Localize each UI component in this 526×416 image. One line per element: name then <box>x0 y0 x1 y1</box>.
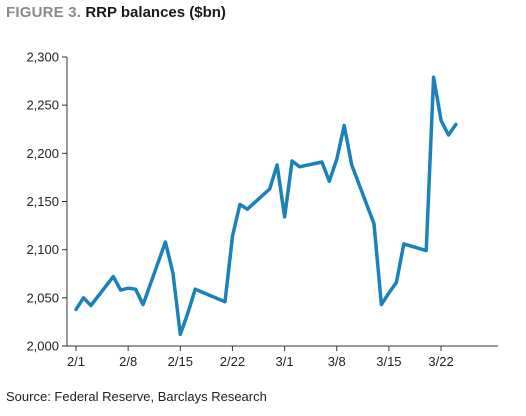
y-tick-label: 2,200 <box>26 146 59 161</box>
y-tick-label: 2,300 <box>26 50 59 65</box>
x-tick-label: 2/1 <box>67 354 85 369</box>
x-tick-label: 3/15 <box>376 354 401 369</box>
x-tick-label: 3/8 <box>328 354 346 369</box>
x-tick-label: 3/1 <box>276 354 294 369</box>
x-tick-label: 2/22 <box>220 354 245 369</box>
x-tick-label: 3/22 <box>428 354 453 369</box>
rrp-balance-line <box>74 75 458 337</box>
chart-title: RRP balances ($bn) <box>85 4 226 21</box>
y-tick-label: 2,100 <box>26 242 59 257</box>
y-tick-label: 2,050 <box>26 290 59 305</box>
figure-label: FIGURE 3. <box>6 4 82 21</box>
y-tick-label: 2,250 <box>26 98 59 113</box>
y-tick-label: 2,000 <box>26 339 59 354</box>
x-tick-label: 2/8 <box>119 354 137 369</box>
y-axis: 2,000 2,050 2,100 2,150 2,200 2,250 2,300 <box>26 50 68 354</box>
figure-title: FIGURE 3. RRP balances ($bn) <box>6 4 226 21</box>
y-tick-label: 2,150 <box>26 194 59 209</box>
x-axis: 2/1 2/8 2/15 2/22 3/1 3/8 3/15 3/22 <box>67 345 498 369</box>
source-note: Source: Federal Reserve, Barclays Resear… <box>6 389 267 404</box>
x-tick-label: 2/15 <box>168 354 193 369</box>
series-group <box>74 75 458 337</box>
